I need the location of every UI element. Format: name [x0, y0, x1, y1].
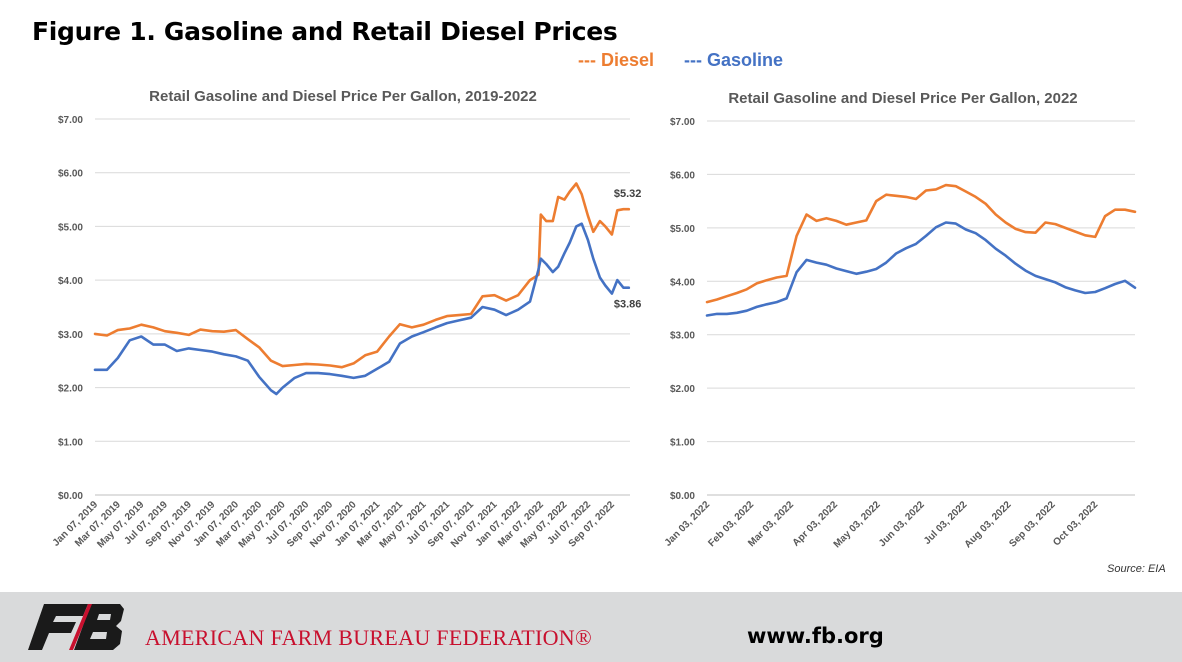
chart1-series-diesel — [93, 182, 631, 369]
source-note: Source: EIA — [1107, 563, 1166, 575]
chart2-x-tick-label: Oct 03, 2022 — [1051, 499, 1100, 548]
chart2-series-diesel — [705, 183, 1137, 304]
website-url: www.fb.org — [747, 624, 884, 648]
chart-2019-2022: Retail Gasoline and Diesel Price Per Gal… — [51, 88, 1137, 550]
chart1-data-label-diesel: $5.32 — [614, 188, 642, 200]
chart1-title: Retail Gasoline and Diesel Price Per Gal… — [149, 88, 537, 105]
chart1-data-label-gasoline: $3.86 — [614, 299, 642, 311]
chart2-x-tick-label: Jan 03, 2022 — [663, 499, 713, 549]
chart2-y-tick-label: $0.00 — [670, 491, 695, 502]
legend-gasoline: --- Gasoline — [684, 50, 784, 70]
chart2-y-tick-label: $7.00 — [670, 117, 695, 128]
chart2-x-tick-label: Sep 03, 2022 — [1007, 499, 1058, 550]
chart1-y-tick-label: $5.00 — [58, 222, 83, 233]
chart2-y-tick-label: $6.00 — [670, 170, 695, 181]
chart1-series-gasoline — [93, 222, 631, 396]
chart1-y-tick-label: $2.00 — [58, 384, 83, 395]
chart2-x-tick-label: Jun 03, 2022 — [877, 499, 927, 549]
chart1-y-tick-label: $6.00 — [58, 169, 83, 180]
chart2-y-tick-label: $3.00 — [670, 331, 695, 342]
chart1-y-tick-label: $0.00 — [58, 491, 83, 502]
fb-logo-icon — [28, 604, 124, 650]
chart1-y-tick-label: $1.00 — [58, 437, 83, 448]
chart2-y-tick-label: $1.00 — [670, 438, 695, 449]
chart1-y-tick-label: $4.00 — [58, 276, 83, 287]
legend-diesel: --- Diesel — [578, 50, 655, 70]
chart2-y-tick-label: $4.00 — [670, 277, 695, 288]
org-name: AMERICAN FARM BUREAU FEDERATION® — [145, 625, 592, 650]
chart2-y-tick-label: $2.00 — [670, 384, 695, 395]
chart2-x-tick-label: Aug 03, 2022 — [963, 499, 1014, 550]
figure-title: Figure 1. Gasoline and Retail Diesel Pri… — [32, 17, 618, 46]
chart2-y-tick-label: $5.00 — [670, 224, 695, 235]
footer-bar — [0, 592, 1182, 662]
chart1-y-tick-label: $7.00 — [58, 115, 83, 126]
chart2-title: Retail Gasoline and Diesel Price Per Gal… — [728, 90, 1077, 107]
chart2-x-tick-label: Jul 03, 2022 — [922, 499, 970, 547]
chart1-y-tick-label: $3.00 — [58, 330, 83, 341]
chart2-series-gasoline — [705, 221, 1137, 317]
